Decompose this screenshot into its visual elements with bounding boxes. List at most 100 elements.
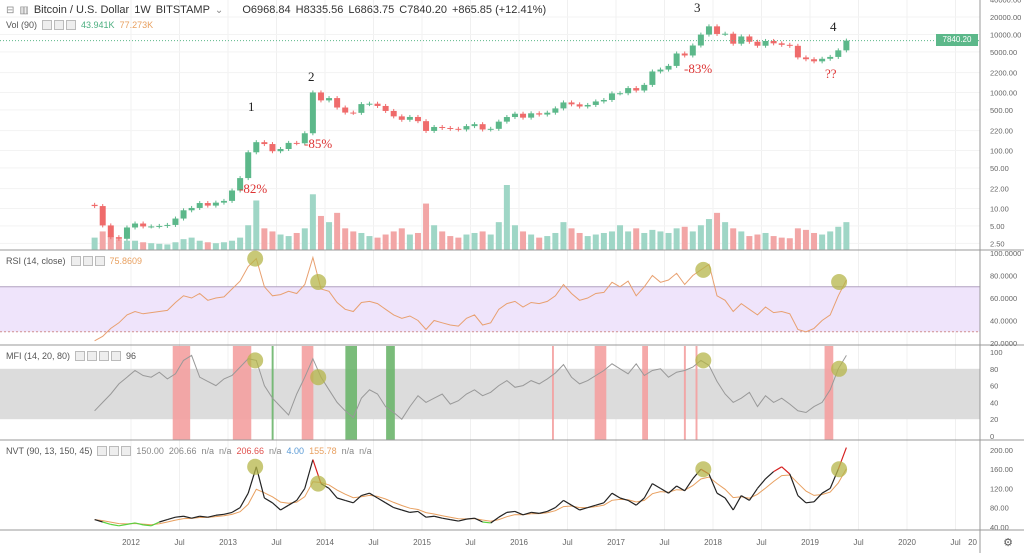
candle (778, 43, 785, 45)
nvt-line-segment (433, 515, 443, 519)
volume-bar (657, 231, 664, 250)
nvt-line-segment (150, 521, 160, 527)
exchange[interactable]: BITSTAMP (155, 4, 210, 16)
mfi-value: 96 (126, 351, 137, 361)
candle (528, 113, 535, 118)
volume-bar (245, 225, 252, 250)
volume-bar (99, 231, 106, 250)
indicator-buttons[interactable] (42, 20, 77, 30)
nvt-line-segment (134, 522, 144, 526)
x-tick-label: 2016 (510, 538, 528, 547)
indicator-buttons[interactable] (70, 256, 105, 266)
price-tick-label: 500.00 (990, 106, 1013, 115)
candle (342, 107, 349, 113)
annotation-cycle-4: 4 (830, 19, 837, 34)
volume-bar (123, 240, 130, 250)
candle (334, 98, 341, 108)
nvt-line-segment (547, 507, 556, 512)
candle (802, 57, 809, 60)
volume-bar (374, 237, 381, 250)
nvt-value: n/a (201, 446, 214, 456)
price-tick-label: 22.00 (990, 185, 1009, 194)
collapse-icon[interactable]: ⊟ (6, 4, 15, 16)
volume-bar (649, 229, 656, 250)
nvt-line-segment (183, 515, 192, 519)
volume-bar (681, 226, 688, 250)
mfi-band (0, 368, 980, 420)
symbol-name[interactable]: Bitcoin / U.S. Dollar (33, 4, 130, 16)
rsi-top-marker (695, 261, 712, 278)
volume-bar (625, 231, 632, 250)
price-tick-label: 10000.00 (990, 30, 1021, 39)
candle (180, 210, 187, 219)
nvt-line-segment (708, 473, 718, 494)
mfi-signal-band-overbought (683, 346, 686, 440)
candle (730, 33, 737, 44)
nvt-line-segment (191, 515, 200, 519)
candle (754, 41, 761, 46)
volume-bar (317, 215, 324, 250)
nvt-label[interactable]: NVT (90, 13, 150, 45) (6, 446, 93, 456)
volume-bar (220, 242, 227, 250)
nvt-tick-label: 120.00 (990, 484, 1013, 493)
candle (382, 105, 389, 111)
mfi-top-marker (695, 352, 712, 369)
nvt-line-segment (280, 504, 289, 511)
mfi-signal-band-overbought (695, 346, 698, 440)
volume-bar (342, 228, 349, 250)
nvt-line-segment (821, 487, 831, 494)
candle (592, 101, 599, 105)
candle (697, 34, 704, 46)
nvt-line-segment (110, 523, 119, 527)
chevron-down-icon[interactable]: ⌄ (214, 4, 224, 16)
volume-bar (237, 237, 244, 250)
x-tick-label: Jul (853, 538, 863, 547)
rsi-label[interactable]: RSI (14, close) (6, 256, 66, 266)
interval[interactable]: 1W (134, 4, 151, 16)
volume-bar (172, 242, 179, 250)
nvt-line-segment (401, 509, 411, 513)
rsi-tick-label: 80.0000 (990, 272, 1017, 281)
volume-bar (180, 239, 187, 250)
volume-bar (479, 231, 486, 250)
candle (285, 142, 292, 149)
candle (746, 36, 753, 42)
candle (487, 128, 494, 130)
gear-icon[interactable]: ⚙ (1003, 537, 1013, 549)
volume-bar (229, 240, 236, 250)
x-tick-label: 2015 (413, 538, 431, 547)
mfi-label[interactable]: MFI (14, 20, 80) (6, 351, 71, 361)
candle (229, 190, 236, 201)
indicator-buttons[interactable] (75, 351, 122, 361)
volume-bar (778, 237, 785, 250)
nvt-line-segment (425, 515, 435, 518)
ohlc-open: O6968.84 (242, 4, 291, 16)
volume-bar (552, 232, 559, 250)
volume-bar (115, 239, 122, 250)
nvt-line-segment (740, 495, 750, 501)
volume-bar (293, 232, 300, 250)
volume-bar (471, 232, 478, 250)
nvt-line-segment (684, 478, 694, 492)
candle (317, 92, 324, 101)
nvt-line-segment (159, 519, 168, 523)
indicator-buttons[interactable] (97, 446, 132, 456)
nvt-value: 155.78 (309, 446, 337, 456)
nvt-tick-label: 200.00 (990, 446, 1013, 455)
volume-bar (382, 234, 389, 250)
annotation-drawdown-3: -83% (684, 61, 713, 76)
candle (608, 93, 615, 100)
nvt-line-segment (603, 492, 613, 504)
nvt-tick-label: 40.00 (990, 523, 1009, 532)
nvt-line-segment (498, 511, 508, 518)
nvt-line-segment (450, 519, 459, 522)
nvt-line-segment (813, 492, 823, 503)
volume-bar (204, 242, 211, 250)
mfi-tick-label: 100 (990, 348, 1003, 357)
volume-bar (188, 237, 195, 250)
candle (447, 127, 454, 129)
volume-bar (511, 225, 518, 250)
volume-label[interactable]: Vol (90) (6, 20, 38, 30)
volume-bar (714, 212, 721, 250)
